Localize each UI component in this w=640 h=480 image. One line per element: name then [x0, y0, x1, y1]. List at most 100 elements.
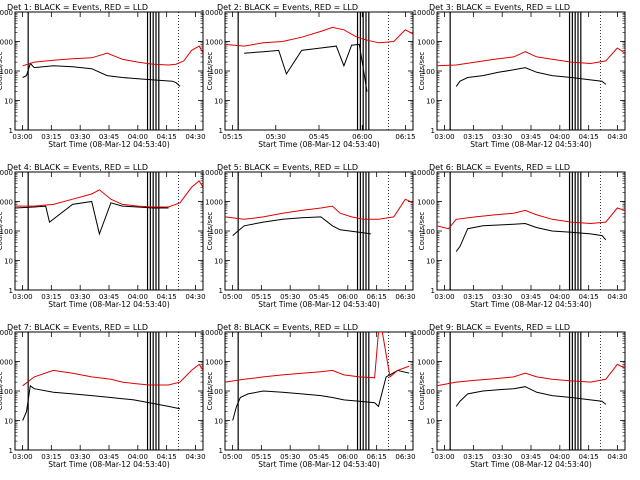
y-tick-label: 100	[0, 68, 13, 76]
y-tick-label: 10	[426, 258, 435, 266]
y-tick-label: 1000	[417, 39, 435, 47]
y-tick-label: 10000	[0, 329, 13, 337]
events-series-line	[455, 386, 607, 407]
detector-panel-5: Det 5: BLACK = Events, RED = LLD 1 10 100 10…	[201, 163, 416, 309]
y-tick-label: 10000	[201, 169, 223, 177]
x-tick-label: 04:15	[579, 293, 599, 301]
x-tick-label: 03:45	[99, 133, 119, 141]
panel-title: Det 4: BLACK = Events, RED = LLD	[7, 163, 148, 172]
x-tick-label: 03:45	[521, 133, 541, 141]
events-series-line	[232, 216, 371, 236]
x-tick-label: 06:15	[367, 293, 387, 301]
x-tick-label: 04:00	[550, 133, 570, 141]
y-axis-label: Counts/sec	[0, 212, 4, 251]
y-tick-label: 100	[422, 228, 435, 236]
x-tick-label: 05:30	[280, 453, 300, 461]
y-tick-label: 100	[422, 68, 435, 76]
x-axis-label: Start Time (08-Mar-12 04:53:40)	[258, 140, 380, 149]
x-tick-label: 03:15	[463, 133, 483, 141]
y-tick-label: 10000	[201, 329, 223, 337]
x-tick-label: 05:45	[309, 453, 329, 461]
detector-panel-6: Det 6: BLACK = Events, RED = LLD 1 10 100 10…	[413, 163, 628, 309]
lld-series-line	[225, 26, 413, 47]
x-tick-label: 03:30	[70, 133, 90, 141]
lld-series-line	[15, 180, 203, 208]
x-tick-label: 03:00	[434, 293, 454, 301]
x-tick-label: 05:30	[266, 133, 286, 141]
y-tick-label: 10	[214, 258, 223, 266]
y-tick-label: 1000	[205, 39, 223, 47]
y-tick-label: 100	[210, 228, 223, 236]
x-tick-label: 03:30	[492, 453, 512, 461]
y-tick-label: 10000	[413, 9, 435, 17]
x-tick-label: 06:15	[395, 133, 415, 141]
x-tick-label: 03:00	[12, 453, 32, 461]
detector-panel-1: Det 1: BLACK = Events, RED = LLD 1 10 100 10…	[0, 3, 206, 149]
x-tick-label: 06:15	[367, 453, 387, 461]
y-axis-label: Counts/sec	[418, 212, 426, 251]
events-series-line	[455, 222, 607, 252]
x-axis-label: Start Time (08-Mar-12 04:53:40)	[258, 300, 380, 309]
x-axis-label: Start Time (08-Mar-12 04:53:40)	[258, 460, 380, 469]
y-tick-label: 100	[0, 228, 13, 236]
x-tick-label: 04:00	[550, 293, 570, 301]
y-axis-label: Counts/sec	[0, 372, 4, 411]
y-tick-label: 1000	[205, 359, 223, 367]
panel-title: Det 2: BLACK = Events, RED = LLD	[217, 3, 358, 12]
lld-series-line	[225, 332, 410, 383]
lld-series-line	[225, 198, 413, 220]
x-tick-label: 03:45	[99, 453, 119, 461]
x-tick-label: 03:30	[70, 453, 90, 461]
y-axis-label: Counts/sec	[0, 52, 4, 91]
x-tick-label: 03:00	[12, 133, 32, 141]
x-tick-label: 04:00	[550, 453, 570, 461]
x-tick-label: 05:45	[309, 133, 329, 141]
y-tick-label: 10	[4, 98, 13, 106]
x-tick-label: 05:15	[251, 293, 271, 301]
y-tick-label: 10	[214, 418, 223, 426]
lld-series-line	[22, 363, 203, 387]
x-axis-label: Start Time (08-Mar-12 04:53:40)	[48, 300, 170, 309]
detector-panel-9: Det 9: BLACK = Events, RED = LLD 1 10 100 10…	[413, 323, 628, 469]
events-series-line	[244, 43, 368, 92]
x-axis-label: Start Time (08-Mar-12 04:53:40)	[470, 460, 592, 469]
lld-series-line	[437, 47, 625, 67]
y-tick-label: 1	[219, 127, 223, 135]
panel-title: Det 3: BLACK = Events, RED = LLD	[429, 3, 570, 12]
x-tick-label: 05:45	[309, 293, 329, 301]
y-axis-label: Counts/sec	[418, 52, 426, 91]
x-tick-label: 04:15	[579, 133, 599, 141]
x-axis-label: Start Time (08-Mar-12 04:53:40)	[470, 300, 592, 309]
x-tick-label: 03:15	[41, 453, 61, 461]
x-tick-label: 03:15	[41, 293, 61, 301]
x-tick-label: 03:45	[521, 453, 541, 461]
y-tick-label: 1	[431, 287, 435, 295]
x-tick-label: 06:00	[352, 133, 372, 141]
detector-panel-8: Det 8: BLACK = Events, RED = LLD 1 10 100 10…	[201, 323, 416, 469]
x-tick-label: 04:30	[607, 293, 627, 301]
lld-series-line	[437, 207, 625, 230]
x-tick-label: 03:15	[463, 293, 483, 301]
y-tick-label: 10	[426, 98, 435, 106]
y-axis-label: Counts/sec	[206, 372, 214, 411]
x-tick-label: 04:00	[128, 293, 148, 301]
panel-title: Det 1: BLACK = Events, RED = LLD	[7, 3, 148, 12]
x-axis-label: Start Time (08-Mar-12 04:53:40)	[48, 460, 170, 469]
x-tick-label: 03:30	[492, 293, 512, 301]
x-axis-label: Start Time (08-Mar-12 04:53:40)	[48, 140, 170, 149]
x-tick-label: 06:30	[395, 293, 415, 301]
y-axis-label: Counts/sec	[418, 372, 426, 411]
y-tick-label: 1000	[0, 199, 13, 207]
x-tick-label: 03:30	[70, 293, 90, 301]
y-tick-label: 1	[219, 447, 223, 455]
x-tick-label: 06:00	[338, 293, 358, 301]
y-tick-label: 1000	[0, 359, 13, 367]
y-tick-label: 1	[219, 287, 223, 295]
x-tick-label: 04:30	[185, 133, 205, 141]
y-tick-label: 1	[431, 127, 435, 135]
y-tick-label: 10000	[0, 9, 13, 17]
y-tick-label: 10	[214, 98, 223, 106]
events-series-line	[455, 67, 607, 87]
x-tick-label: 04:15	[579, 453, 599, 461]
